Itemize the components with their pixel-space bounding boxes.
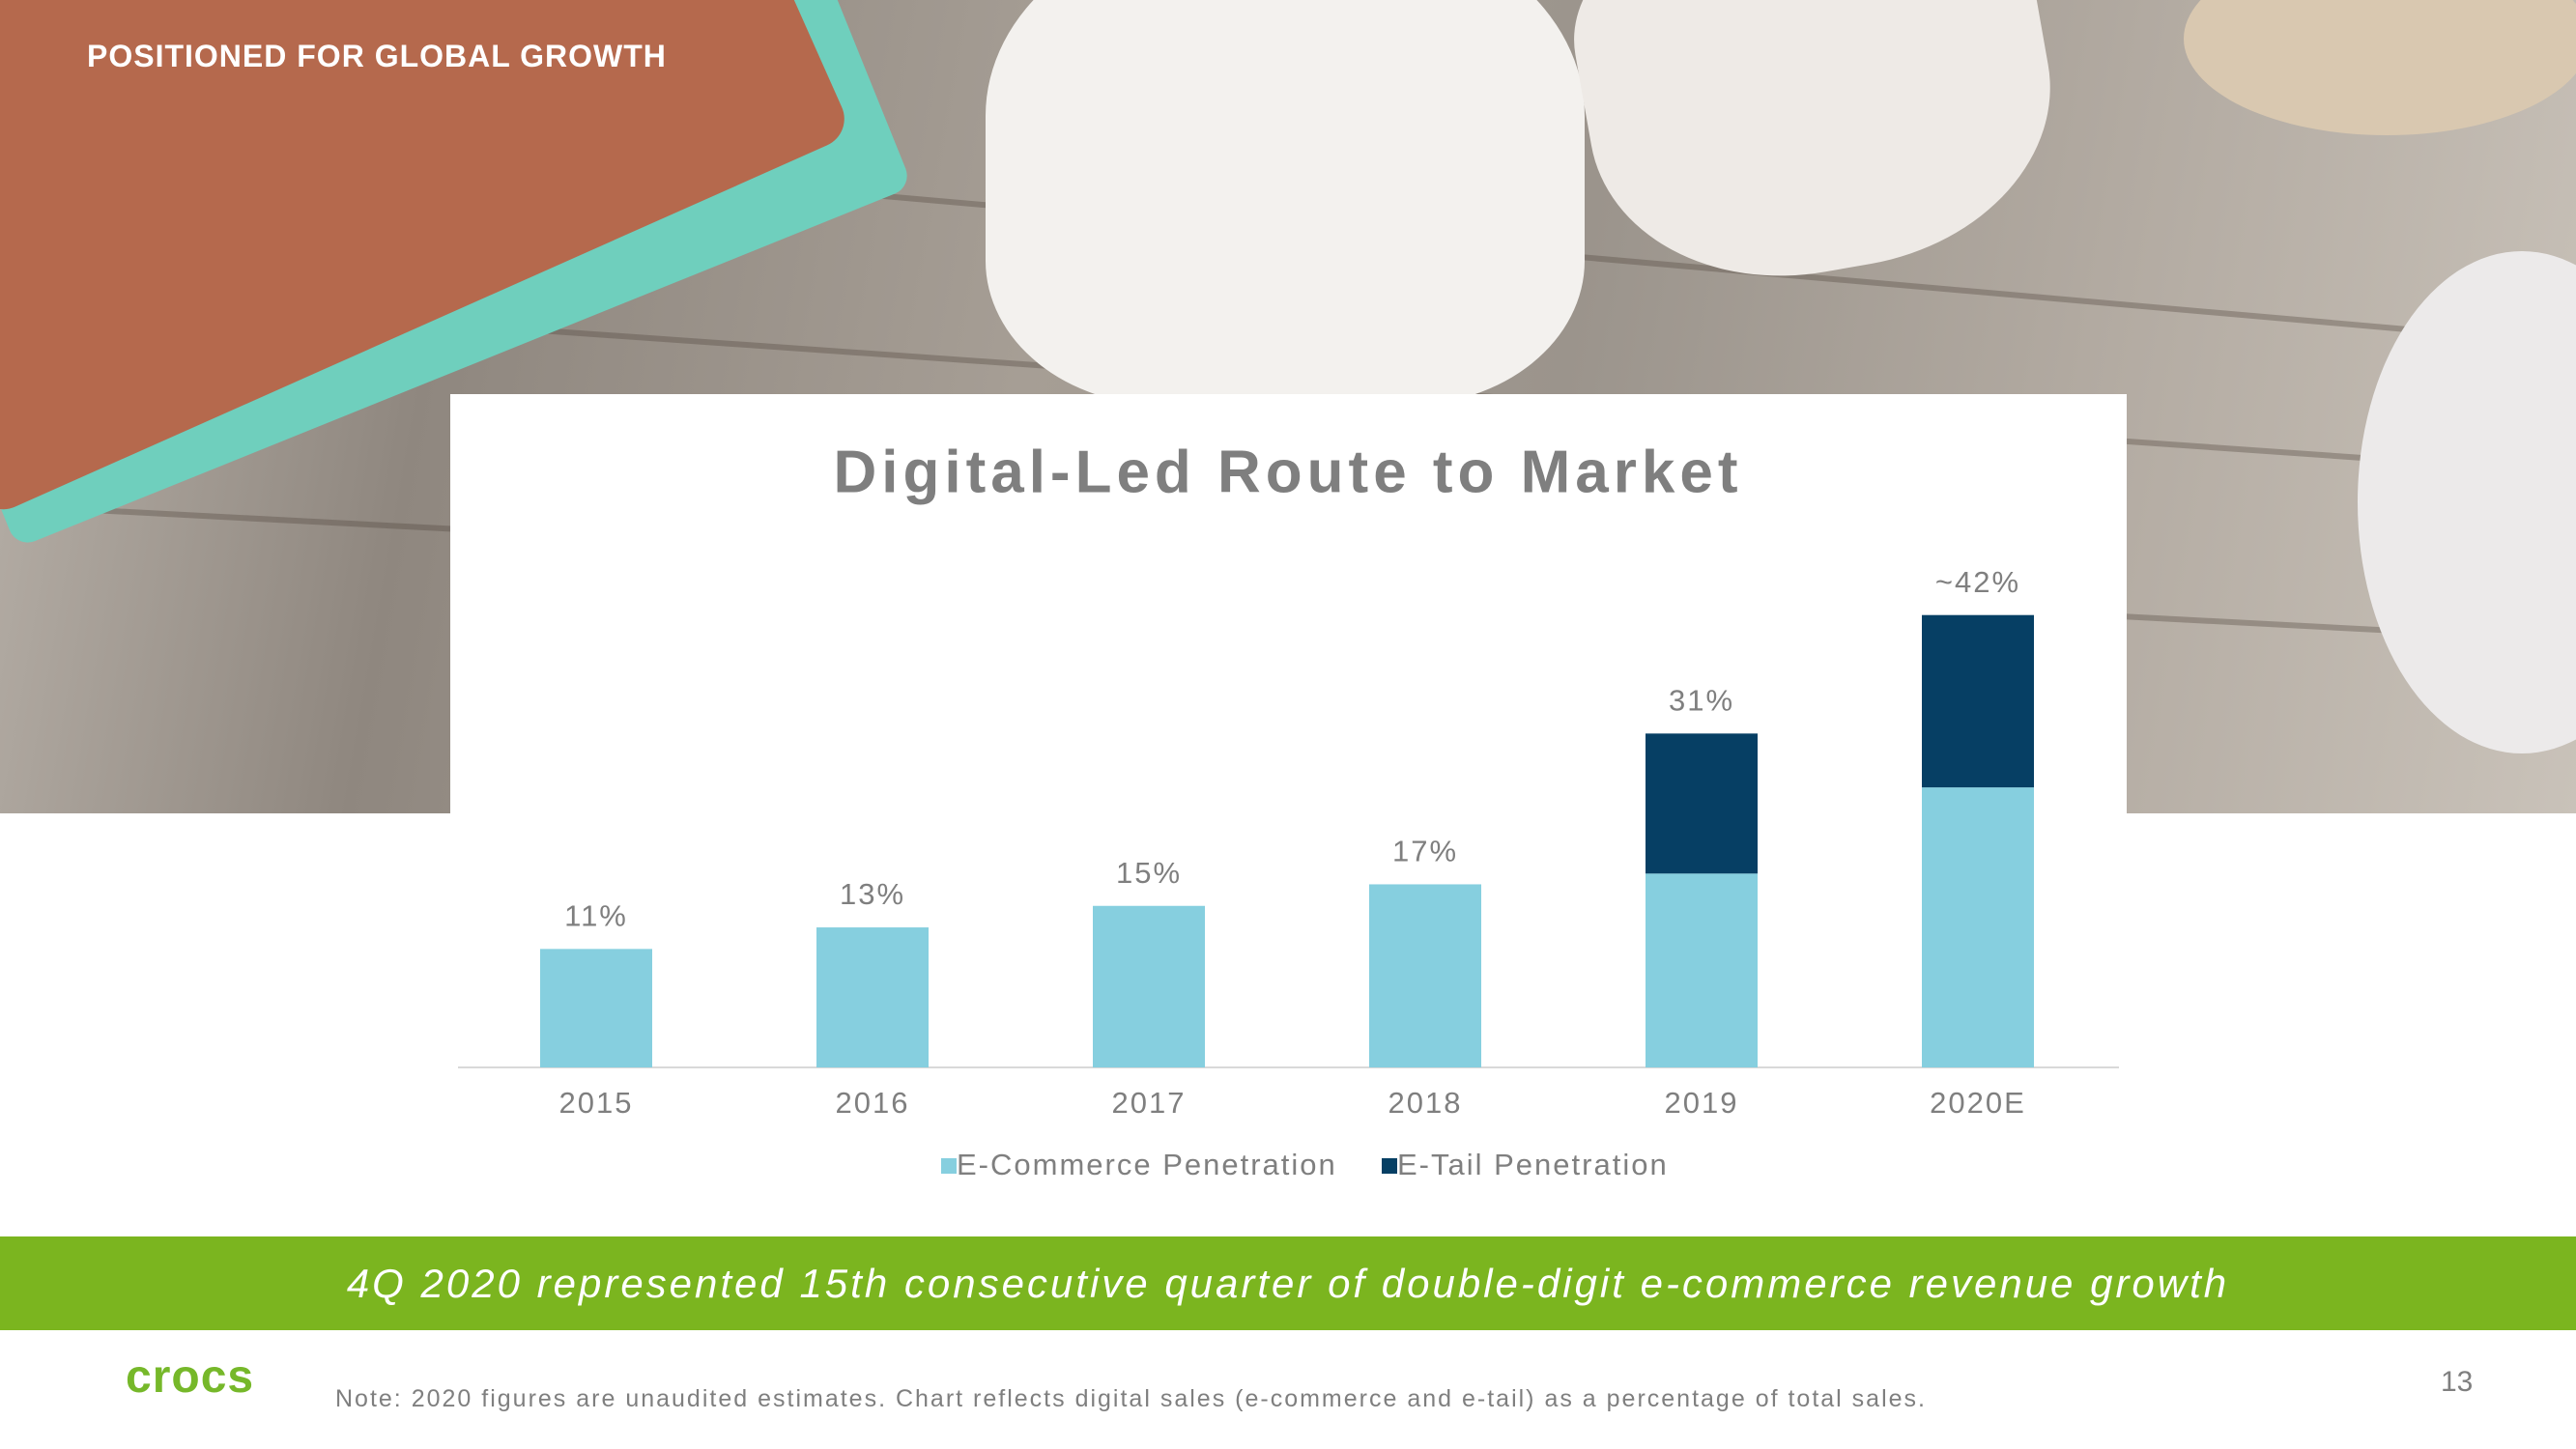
bar — [540, 949, 652, 1067]
clog — [986, 0, 1585, 406]
page-number: 13 — [2441, 1366, 2474, 1398]
data-label: 31% — [1669, 684, 1734, 718]
banner — [0, 1236, 2576, 1330]
chart-title: Digital-Led Route to Market — [833, 439, 1742, 505]
footnote: Note: 2020 figures are unaudited estimat… — [335, 1385, 1927, 1412]
data-label: 15% — [1116, 856, 1182, 890]
x-tick-label: 2015 — [559, 1086, 634, 1120]
data-label: ~42% — [1935, 565, 2020, 599]
bar — [1922, 614, 2034, 788]
legend-swatch — [1382, 1158, 1397, 1174]
data-label: 17% — [1392, 835, 1458, 868]
bar — [1922, 787, 2034, 1067]
logo: crocs — [126, 1351, 255, 1403]
data-label: 13% — [840, 877, 905, 911]
x-tick-label: 2019 — [1665, 1086, 1739, 1120]
chart-panel — [450, 394, 2127, 1235]
legend-label: E-Commerce Penetration — [957, 1148, 1337, 1181]
x-tick-label: 2020E — [1930, 1086, 2026, 1120]
x-tick-label: 2018 — [1388, 1086, 1463, 1120]
bar — [1093, 905, 1205, 1067]
bar — [1646, 873, 1758, 1067]
banner-text: 4Q 2020 represented 15th consecutive qua… — [346, 1261, 2230, 1306]
data-label: 11% — [564, 899, 628, 933]
bar — [1369, 884, 1481, 1067]
legend-swatch — [941, 1158, 957, 1174]
x-tick-label: 2017 — [1112, 1086, 1187, 1120]
bar — [816, 927, 929, 1067]
x-tick-label: 2016 — [836, 1086, 910, 1120]
bar — [1646, 733, 1758, 874]
legend-label: E-Tail Penetration — [1397, 1148, 1669, 1181]
header-title: POSITIONED FOR GLOBAL GROWTH — [87, 39, 667, 73]
